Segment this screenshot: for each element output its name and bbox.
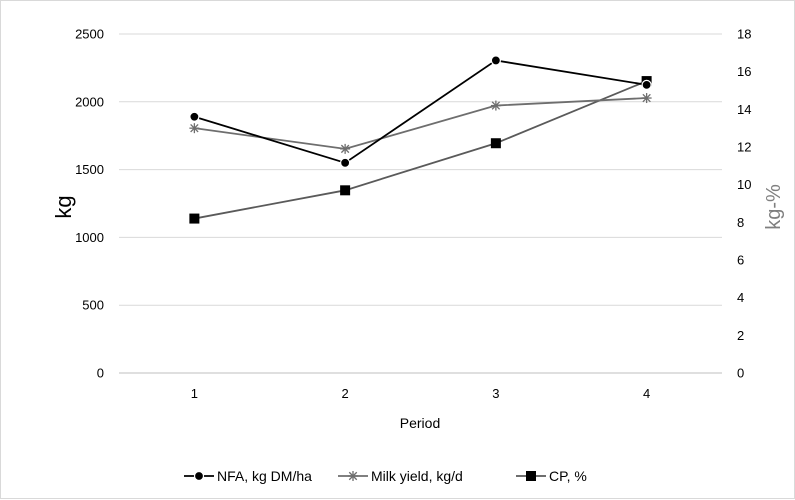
y2-tick-label: 2: [737, 328, 744, 343]
y-tick-label: 1500: [75, 162, 104, 177]
data-point: [340, 185, 351, 196]
y2-tick-label: 4: [737, 290, 744, 305]
series-group: [189, 55, 652, 224]
x-axis-title: Period: [400, 415, 440, 431]
legend-item: CP, %: [516, 468, 587, 484]
y-tick-label: 0: [97, 366, 104, 381]
data-point: [193, 470, 205, 482]
series-line: [194, 97, 647, 150]
data-point: [340, 157, 351, 168]
y-axis-ticks: 0 500 1000 1500 2000 2500: [75, 27, 104, 381]
legend: NFA, kg DM/ha Milk yield, kg/d CP, %: [184, 468, 587, 484]
y2-tick-label: 14: [737, 102, 751, 117]
x-axis-ticks: 1 2 3 4: [191, 386, 650, 401]
data-point: [189, 213, 200, 224]
data-point: [641, 93, 652, 104]
legend-label: NFA, kg DM/ha: [217, 468, 312, 484]
series-nfa-kg-dm-ha: [189, 55, 652, 168]
y2-tick-label: 8: [737, 215, 744, 230]
gridlines: [119, 33, 722, 306]
y-tick-label: 2500: [75, 27, 104, 42]
series-line: [194, 80, 647, 220]
legend-label: CP, %: [549, 468, 587, 484]
y-tick-label: 1000: [75, 230, 104, 245]
y-tick-label: 500: [82, 298, 104, 313]
y2-tick-label: 18: [737, 27, 751, 42]
y2-tick-label: 10: [737, 177, 751, 192]
data-point: [526, 471, 536, 481]
series-milk-yield-kg-d: [189, 93, 652, 154]
x-tick-label: 2: [342, 386, 349, 401]
data-point: [189, 123, 200, 134]
data-point: [490, 100, 501, 111]
series-cp: [189, 76, 652, 224]
legend-label: Milk yield, kg/d: [371, 468, 463, 484]
y-tick-label: 2000: [75, 94, 104, 109]
y2-tick-label: 0: [737, 366, 744, 381]
legend-item: Milk yield, kg/d: [338, 468, 463, 484]
data-point: [348, 471, 358, 481]
x-tick-label: 3: [492, 386, 499, 401]
legend-item: NFA, kg DM/ha: [184, 468, 312, 484]
data-point: [340, 143, 351, 154]
y2-axis-title: kg-%: [763, 184, 785, 230]
y2-tick-label: 12: [737, 140, 751, 155]
x-tick-label: 1: [191, 386, 198, 401]
data-point: [490, 138, 501, 149]
x-tick-label: 4: [643, 386, 650, 401]
y2-tick-label: 16: [737, 64, 751, 79]
y-axis-title: kg: [51, 195, 76, 218]
y2-axis-ticks: 0 2 4 6 8 10 12 14 16 18: [737, 27, 751, 381]
data-point: [490, 55, 501, 66]
data-point: [189, 111, 200, 122]
data-point: [641, 79, 652, 90]
series-line: [194, 59, 647, 164]
y2-tick-label: 6: [737, 253, 744, 268]
